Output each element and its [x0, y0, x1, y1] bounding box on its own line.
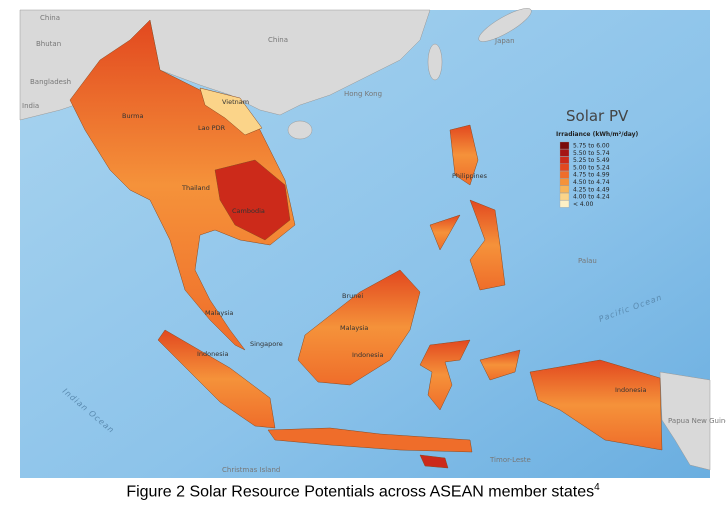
label: Singapore	[250, 340, 283, 348]
label: China	[40, 14, 60, 22]
legend-swatch	[559, 200, 570, 208]
label: Timor-Leste	[489, 456, 531, 464]
label: China	[268, 36, 288, 44]
caption: Figure 2 Solar Resource Potentials acros…	[0, 482, 726, 501]
legend-swatch	[559, 185, 570, 193]
label: India	[22, 102, 39, 110]
label: Lao PDR	[198, 124, 226, 132]
legend-label: 4.00 to 4.24	[573, 194, 610, 201]
legend-label: 4.50 to 4.74	[573, 179, 610, 186]
legend-label: 4.25 to 4.49	[573, 186, 610, 193]
label: Bangladesh	[30, 78, 71, 86]
asean-land	[69, 19, 663, 469]
caption-superscript: 4	[594, 482, 600, 493]
legend-swatch	[559, 163, 570, 172]
label: Malaysia	[205, 309, 233, 317]
label: Indonesia	[197, 350, 228, 358]
label: Indonesia	[352, 351, 383, 359]
caption-text: Figure 2 Solar Resource Potentials acros…	[126, 483, 595, 501]
label: Malaysia	[340, 324, 368, 332]
label: Burma	[122, 112, 143, 120]
label: Palau	[578, 257, 597, 265]
label: Brunei	[342, 292, 363, 300]
legend-swatch	[559, 192, 570, 201]
legend-label: 5.75 to 6.00	[573, 143, 610, 150]
legend-swatch	[559, 156, 570, 164]
label: Vietnam	[222, 98, 249, 106]
label: Japan	[494, 37, 515, 45]
label: Papua New Guinea	[668, 417, 726, 425]
label: Philippines	[452, 172, 488, 180]
label: Hong Kong	[344, 90, 382, 98]
label: Thailand	[181, 184, 210, 192]
legend-label: 5.25 to 5.49	[573, 157, 610, 164]
legend-subtitle: Irradiance (kWh/m²/day)	[556, 131, 639, 138]
label: Cambodia	[232, 207, 265, 215]
legend-label: < 4.00	[573, 201, 593, 208]
map: China Bhutan Bangladesh India China Japa…	[19, 8, 726, 478]
label: Bhutan	[36, 40, 61, 48]
legend-label: 5.00 to 5.24	[573, 164, 610, 171]
legend-swatch	[559, 141, 570, 150]
label: Indonesia	[615, 386, 646, 394]
legend-swatch	[559, 171, 570, 179]
legend-title: Solar PV	[566, 107, 629, 125]
legend: Solar PV Irradiance (kWh/m²/day) 5.75 to…	[556, 107, 639, 208]
legend-label: 5.50 to 5.74	[573, 150, 610, 157]
legend-swatch	[559, 149, 570, 157]
legend-swatch	[559, 178, 570, 186]
legend-label: 4.75 to 4.99	[573, 172, 610, 179]
label: Christmas Island	[222, 466, 280, 474]
